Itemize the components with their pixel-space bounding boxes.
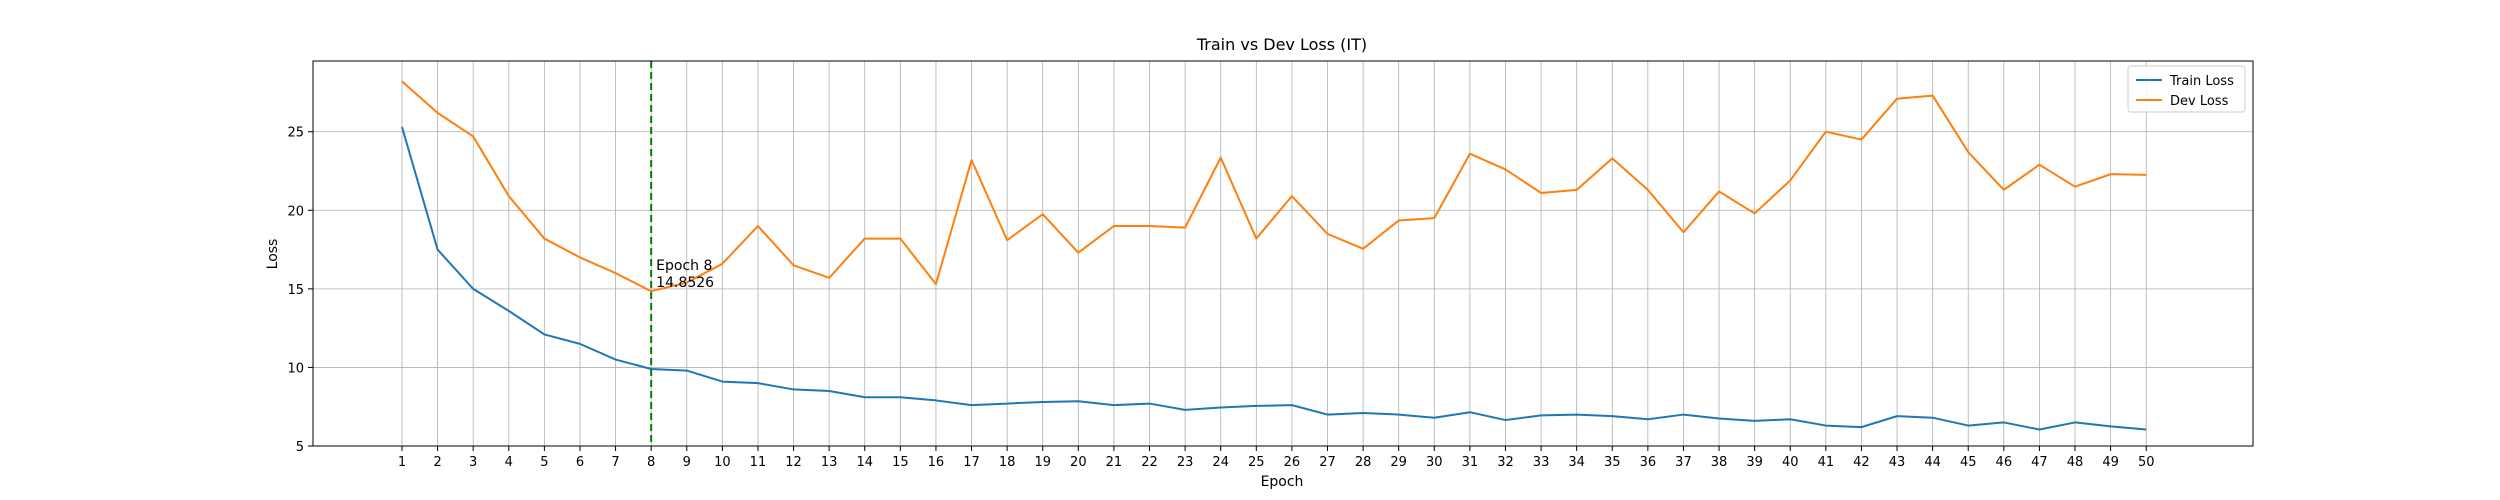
x-tick-label: 36 — [1640, 455, 1657, 470]
chart-title: Train vs Dev Loss (IT) — [1196, 35, 1367, 54]
x-tick-label: 10 — [714, 455, 731, 470]
annotation-value: 14.8526 — [656, 275, 714, 291]
x-tick-label: 13 — [821, 455, 838, 470]
train-loss-line — [401, 126, 2147, 431]
x-tick-label: 2 — [433, 455, 441, 470]
y-tick-label: 10 — [287, 361, 304, 376]
x-tick-label: 23 — [1177, 455, 1194, 470]
x-tick-label: 47 — [2031, 455, 2048, 470]
x-tick-label: 28 — [1355, 455, 1372, 470]
x-tick-label: 24 — [1212, 455, 1229, 470]
x-tick-label: 29 — [1390, 455, 1407, 470]
series-layer — [401, 80, 2147, 431]
y-tick-label: 5 — [296, 440, 304, 455]
x-tick-label: 43 — [1889, 455, 1906, 470]
x-tick-label: 6 — [576, 455, 584, 470]
x-tick-label: 48 — [2067, 455, 2084, 470]
x-tick-label: 7 — [611, 455, 619, 470]
x-tick-label: 5 — [540, 455, 548, 470]
x-tick-label: 49 — [2102, 455, 2119, 470]
x-tick-label: 17 — [963, 455, 980, 470]
x-tick-label: 1 — [398, 455, 406, 470]
x-tick-label: 35 — [1604, 455, 1621, 470]
x-tick-label: 9 — [683, 455, 691, 470]
x-tick-label: 46 — [1996, 455, 2013, 470]
x-tick-label: 50 — [2138, 455, 2155, 470]
x-tick-label: 40 — [1782, 455, 1799, 470]
x-tick-label: 45 — [1960, 455, 1977, 470]
x-tick-label: 39 — [1746, 455, 1763, 470]
x-axis-ticks: 1 2 3 4 5 6 7 8 9 10 11 12 13 14 15 16 17 18 19 20 21 22 23 24 2… — [398, 446, 2155, 470]
x-tick-label: 8 — [647, 455, 655, 470]
x-tick-label: 26 — [1284, 455, 1301, 470]
y-tick-label: 25 — [287, 126, 304, 141]
grid — [313, 61, 2253, 447]
x-tick-label: 18 — [999, 455, 1016, 470]
x-tick-label: 19 — [1034, 455, 1051, 470]
x-tick-label: 22 — [1141, 455, 1158, 470]
x-tick-label: 14 — [856, 455, 873, 470]
y-axis-ticks: 5 10 15 20 25 — [287, 126, 313, 455]
x-tick-label: 32 — [1497, 455, 1514, 470]
x-tick-label: 44 — [1924, 455, 1941, 470]
y-tick-label: 20 — [287, 204, 304, 219]
x-tick-label: 27 — [1319, 455, 1336, 470]
legend-label: Train Loss — [2169, 74, 2234, 89]
x-tick-label: 37 — [1675, 455, 1692, 470]
x-tick-label: 21 — [1106, 455, 1123, 470]
x-tick-label: 20 — [1070, 455, 1087, 470]
x-tick-label: 33 — [1533, 455, 1550, 470]
y-axis-label: Loss — [265, 239, 281, 270]
annotation-epoch: Epoch 8 — [656, 258, 712, 274]
x-tick-label: 11 — [750, 455, 767, 470]
x-tick-label: 41 — [1818, 455, 1835, 470]
x-tick-label: 16 — [928, 455, 945, 470]
x-tick-label: 30 — [1426, 455, 1443, 470]
x-tick-label: 38 — [1711, 455, 1728, 470]
x-tick-label: 15 — [892, 455, 909, 470]
x-tick-label: 42 — [1853, 455, 1870, 470]
x-tick-label: 34 — [1568, 455, 1585, 470]
legend: Train Loss Dev Loss — [2127, 65, 2246, 113]
legend-label: Dev Loss — [2170, 94, 2229, 109]
annotation-layer: Epoch 814.8526 — [650, 61, 714, 446]
x-tick-label: 12 — [785, 455, 802, 470]
x-axis-label: Epoch — [1261, 474, 1304, 490]
dev-loss-line — [401, 80, 2147, 293]
y-tick-label: 15 — [287, 283, 304, 298]
x-tick-label: 3 — [469, 455, 477, 470]
x-tick-label: 31 — [1462, 455, 1479, 470]
x-tick-label: 25 — [1248, 455, 1265, 470]
x-tick-label: 4 — [505, 455, 513, 470]
plot-frame — [312, 60, 2254, 447]
